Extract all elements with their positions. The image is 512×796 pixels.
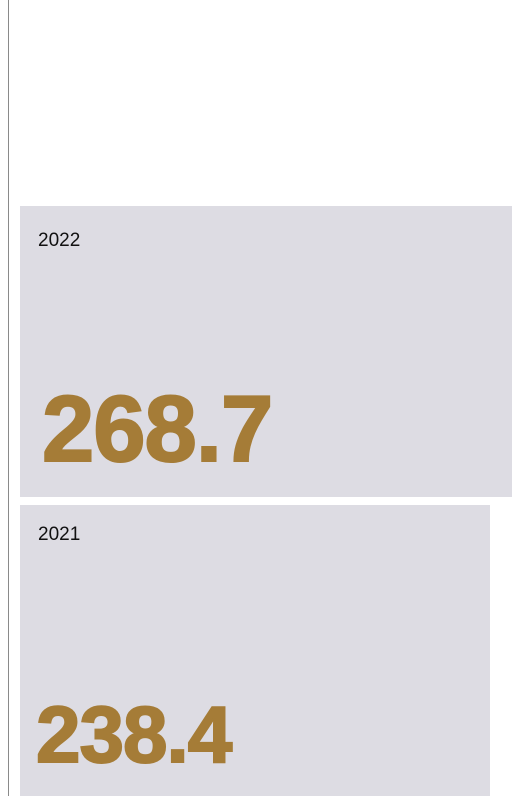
card-year: 2022 <box>38 230 81 251</box>
stat-card: 2022 268.7 <box>20 206 512 497</box>
card-value: 268.7 <box>41 376 274 481</box>
card-year: 2021 <box>38 524 81 545</box>
stat-card: 2021 238.4 <box>20 505 490 796</box>
left-rule <box>8 0 9 796</box>
card-value: 238.4 <box>35 690 233 779</box>
